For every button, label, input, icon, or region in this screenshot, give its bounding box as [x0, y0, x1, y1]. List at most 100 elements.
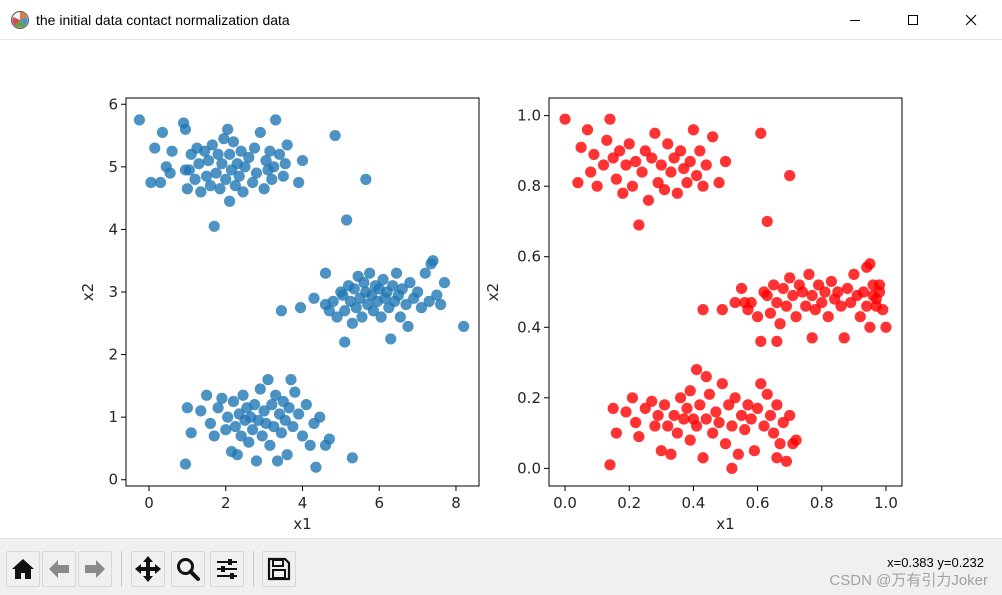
scatter-point [339, 305, 351, 317]
scatter-point [751, 402, 764, 414]
forward-icon [85, 560, 105, 578]
scatter-point [768, 279, 780, 291]
scatter-point [751, 311, 764, 323]
scatter-point [341, 214, 353, 226]
configure-subplots-icon [217, 559, 237, 579]
scatter-point [181, 183, 193, 195]
matplotlib-icon [11, 11, 29, 29]
y-tick-label: 0.0 [517, 459, 541, 477]
scatter-point [314, 411, 326, 423]
scatter-point [691, 364, 703, 376]
scatter-point [806, 289, 818, 302]
scatter-point [623, 138, 635, 150]
scatter-point [771, 452, 783, 464]
save-button[interactable] [262, 551, 296, 587]
scatter-point [665, 448, 677, 460]
close-button[interactable] [942, 0, 1000, 40]
watermark-text: CSDN @万有引力Joker [829, 572, 988, 589]
scatter-point [601, 134, 613, 146]
figure-canvas[interactable]: 0 2 4 6 8 0 1 2 3 4 5 6 x1 x2 0.0 0.2 0.4 0.6 0.8 1.0 0.0 0.2… [0, 40, 1002, 538]
scatter-point [700, 159, 712, 171]
pan-button[interactable] [131, 551, 165, 587]
minimize-button[interactable] [826, 0, 884, 40]
scatter-point [861, 300, 873, 312]
configure-subplots-button[interactable] [210, 551, 244, 587]
scatter-point [864, 258, 876, 270]
scatter-point [254, 126, 266, 139]
scatter-point [662, 138, 674, 150]
scatter-point [796, 286, 809, 298]
scatter-point [200, 389, 213, 401]
y-tick-label: 5 [108, 158, 118, 176]
scatter-point [367, 305, 380, 317]
x-axis-label: x1 [293, 515, 311, 533]
scatter-point [412, 286, 424, 298]
scatter-point [216, 158, 228, 170]
scatter-point [713, 177, 725, 189]
scatter-point [287, 420, 299, 433]
scatter-point [375, 311, 387, 323]
scatter-point [164, 167, 176, 179]
scatter-point [268, 420, 280, 433]
zoom-icon [177, 558, 200, 581]
home-icon [12, 559, 34, 579]
scatter-point [308, 292, 320, 304]
scatter-point [385, 333, 397, 345]
scatter-point [867, 289, 879, 302]
maximize-button[interactable] [884, 0, 942, 40]
scatter-point [281, 449, 293, 461]
y-tick-label: 6 [108, 95, 118, 113]
scatter-point [319, 267, 332, 279]
scatter-point [204, 417, 217, 430]
scatter-point [431, 289, 443, 301]
scatter-point [857, 286, 870, 298]
scatter-point [250, 455, 263, 467]
scatter-point [716, 304, 728, 316]
scatter-point [681, 177, 693, 189]
scatter-point [581, 124, 594, 136]
scatter-point [377, 273, 389, 286]
scatter-point [220, 424, 232, 436]
x-tick-label: 0.2 [617, 494, 641, 512]
zoom-button[interactable] [171, 551, 205, 587]
scatter-point [726, 420, 738, 432]
scatter-point [604, 459, 616, 471]
scatter-point [617, 187, 629, 199]
x-tick-label: 0.4 [681, 494, 705, 512]
scatter-point [691, 420, 703, 432]
scatter-point [202, 154, 215, 167]
forward-button[interactable] [78, 551, 112, 587]
scatter-point [780, 455, 793, 467]
scatter-point [668, 409, 680, 422]
scatter-point [790, 434, 802, 446]
scatter-point [212, 148, 224, 160]
scatter-point [404, 277, 416, 289]
scatter-point [838, 332, 850, 344]
scatter-point [742, 399, 754, 411]
scatter-point [703, 388, 716, 400]
scatter-point [630, 155, 642, 168]
scatter-point [166, 145, 178, 157]
scatter-point [185, 427, 197, 439]
scatter-point [337, 289, 349, 301]
scatter-point [248, 142, 261, 154]
scatter-point [235, 145, 247, 157]
toolbar-separator [253, 551, 254, 587]
toolbar-separator [121, 551, 122, 587]
scatter-point [729, 392, 741, 404]
scatter-point [264, 439, 276, 451]
home-button[interactable] [6, 551, 40, 587]
axes-frame [548, 97, 903, 487]
scatter-point [674, 392, 687, 404]
scatter-point [256, 430, 268, 442]
scatter-point [268, 161, 280, 173]
scatter-point [358, 277, 370, 289]
maximize-icon [908, 15, 918, 25]
back-button[interactable] [42, 551, 76, 587]
scatter-point [281, 139, 293, 151]
scatter-point [237, 186, 249, 198]
scatter-point [227, 136, 240, 148]
y-tick-label: 0 [108, 471, 118, 489]
scatter-point [735, 282, 748, 295]
scatter-point [323, 433, 335, 445]
